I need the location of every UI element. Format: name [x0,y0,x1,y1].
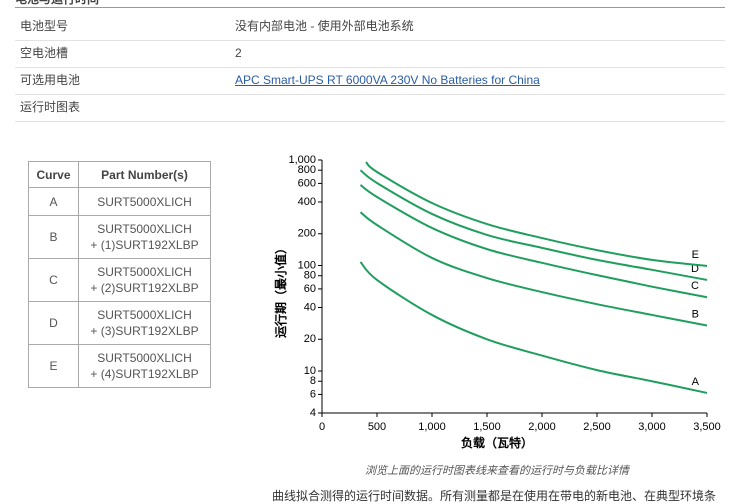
y-tick-label: 600 [298,177,316,189]
y-tick-label: 1,000 [288,154,316,166]
y-tick-label: 6 [310,388,316,400]
note-text: 曲线拟合测得的运行时间数据。所有测量都是在使用在带电的新电池、在典型环境条 [272,489,717,503]
x-tick-label: 3,500 [693,421,721,433]
runtime-curve [359,261,708,394]
y-axis-label: 运行期（最小值） [273,242,288,338]
y-tick-label: 400 [298,196,316,208]
header-cell: Part Number(s) [78,161,211,188]
table-header: Curve Part Number(s) [28,161,211,188]
y-tick-label: 40 [304,301,316,313]
spec-row: 电池型号 没有内部电池 - 使用外部电池系统 [15,13,725,41]
runtime-curve [359,184,708,299]
spec-row: 可选用电池 APC Smart-UPS RT 6000VA 230V No Ba… [15,67,725,95]
x-tick-label: 1,000 [418,421,446,433]
x-tick-label: 2,000 [528,421,556,433]
header-cell: Curve [28,161,79,188]
y-tick-label: 8 [310,375,316,387]
part-cell: SURT5000XLICH + (3)SURT192XLBP [78,301,211,345]
curve-label: E [692,249,699,261]
part-cell: SURT5000XLICH + (1)SURT192XLBP [78,215,211,259]
spec-label: 运行时图表 [20,100,81,114]
x-axis-label: 负载（瓦特） [461,435,533,450]
curve-label: C [691,280,699,292]
x-tick-label: 3,000 [638,421,666,433]
spec-value: 2 [235,46,242,60]
part-cell: SURT5000XLICH [78,187,211,216]
spec-label: 可选用电池 [20,73,81,87]
y-tick-label: 20 [304,333,316,345]
spec-row: 运行时图表 [15,94,725,122]
y-tick-label: 100 [298,259,316,271]
curve-cell: B [28,215,79,259]
y-tick-label: 4 [310,407,316,419]
x-tick-label: 500 [368,421,386,433]
y-tick-label: 80 [304,270,316,282]
part-cell: SURT5000XLICH + (2)SURT192XLBP [78,258,211,302]
part-cell: SURT5000XLICH + (4)SURT192XLBP [78,344,211,388]
y-tick-label: 10 [304,365,316,377]
y-tick-label: 800 [298,164,316,176]
curve-label: D [691,263,699,275]
x-tick-label: 2,500 [583,421,611,433]
runtime-curve [365,161,708,267]
battery-link[interactable]: APC Smart-UPS RT 6000VA 230V No Batterie… [235,73,540,87]
table-row: C SURT5000XLICH + (2)SURT192XLBP [28,258,211,302]
spec-row: 空电池槽 2 [15,40,725,68]
curve-label: B [692,308,699,320]
curve-label: A [692,376,700,388]
curve-cell: A [28,187,79,216]
y-tick-label: 60 [304,283,316,295]
section-title: 电池与运行时间 [15,0,725,8]
spec-value: 没有内部电池 - 使用外部电池系统 [235,19,414,33]
curve-cell: E [28,344,79,388]
table-row: A SURT5000XLICH [28,187,211,216]
spec-label: 空电池槽 [20,46,69,60]
curve-cell: D [28,301,79,345]
runtime-curve [359,169,708,281]
x-tick-label: 1,500 [473,421,501,433]
chart-caption: 浏览上面的运行时图表线来查看的运行时与负载比详情 [365,464,629,477]
table-row: B SURT5000XLICH + (1)SURT192XLBP [28,215,211,259]
spec-label: 电池型号 [20,19,69,33]
table-row: D SURT5000XLICH + (3)SURT192XLBP [28,301,211,345]
runtime-curve [359,211,708,327]
y-tick-label: 200 [298,228,316,240]
x-tick-label: 0 [319,421,325,433]
curve-table: Curve Part Number(s) A SURT5000XLICH B SUR… [28,161,211,388]
table-row: E SURT5000XLICH + (4)SURT192XLBP [28,344,211,388]
curve-cell: C [28,258,79,302]
